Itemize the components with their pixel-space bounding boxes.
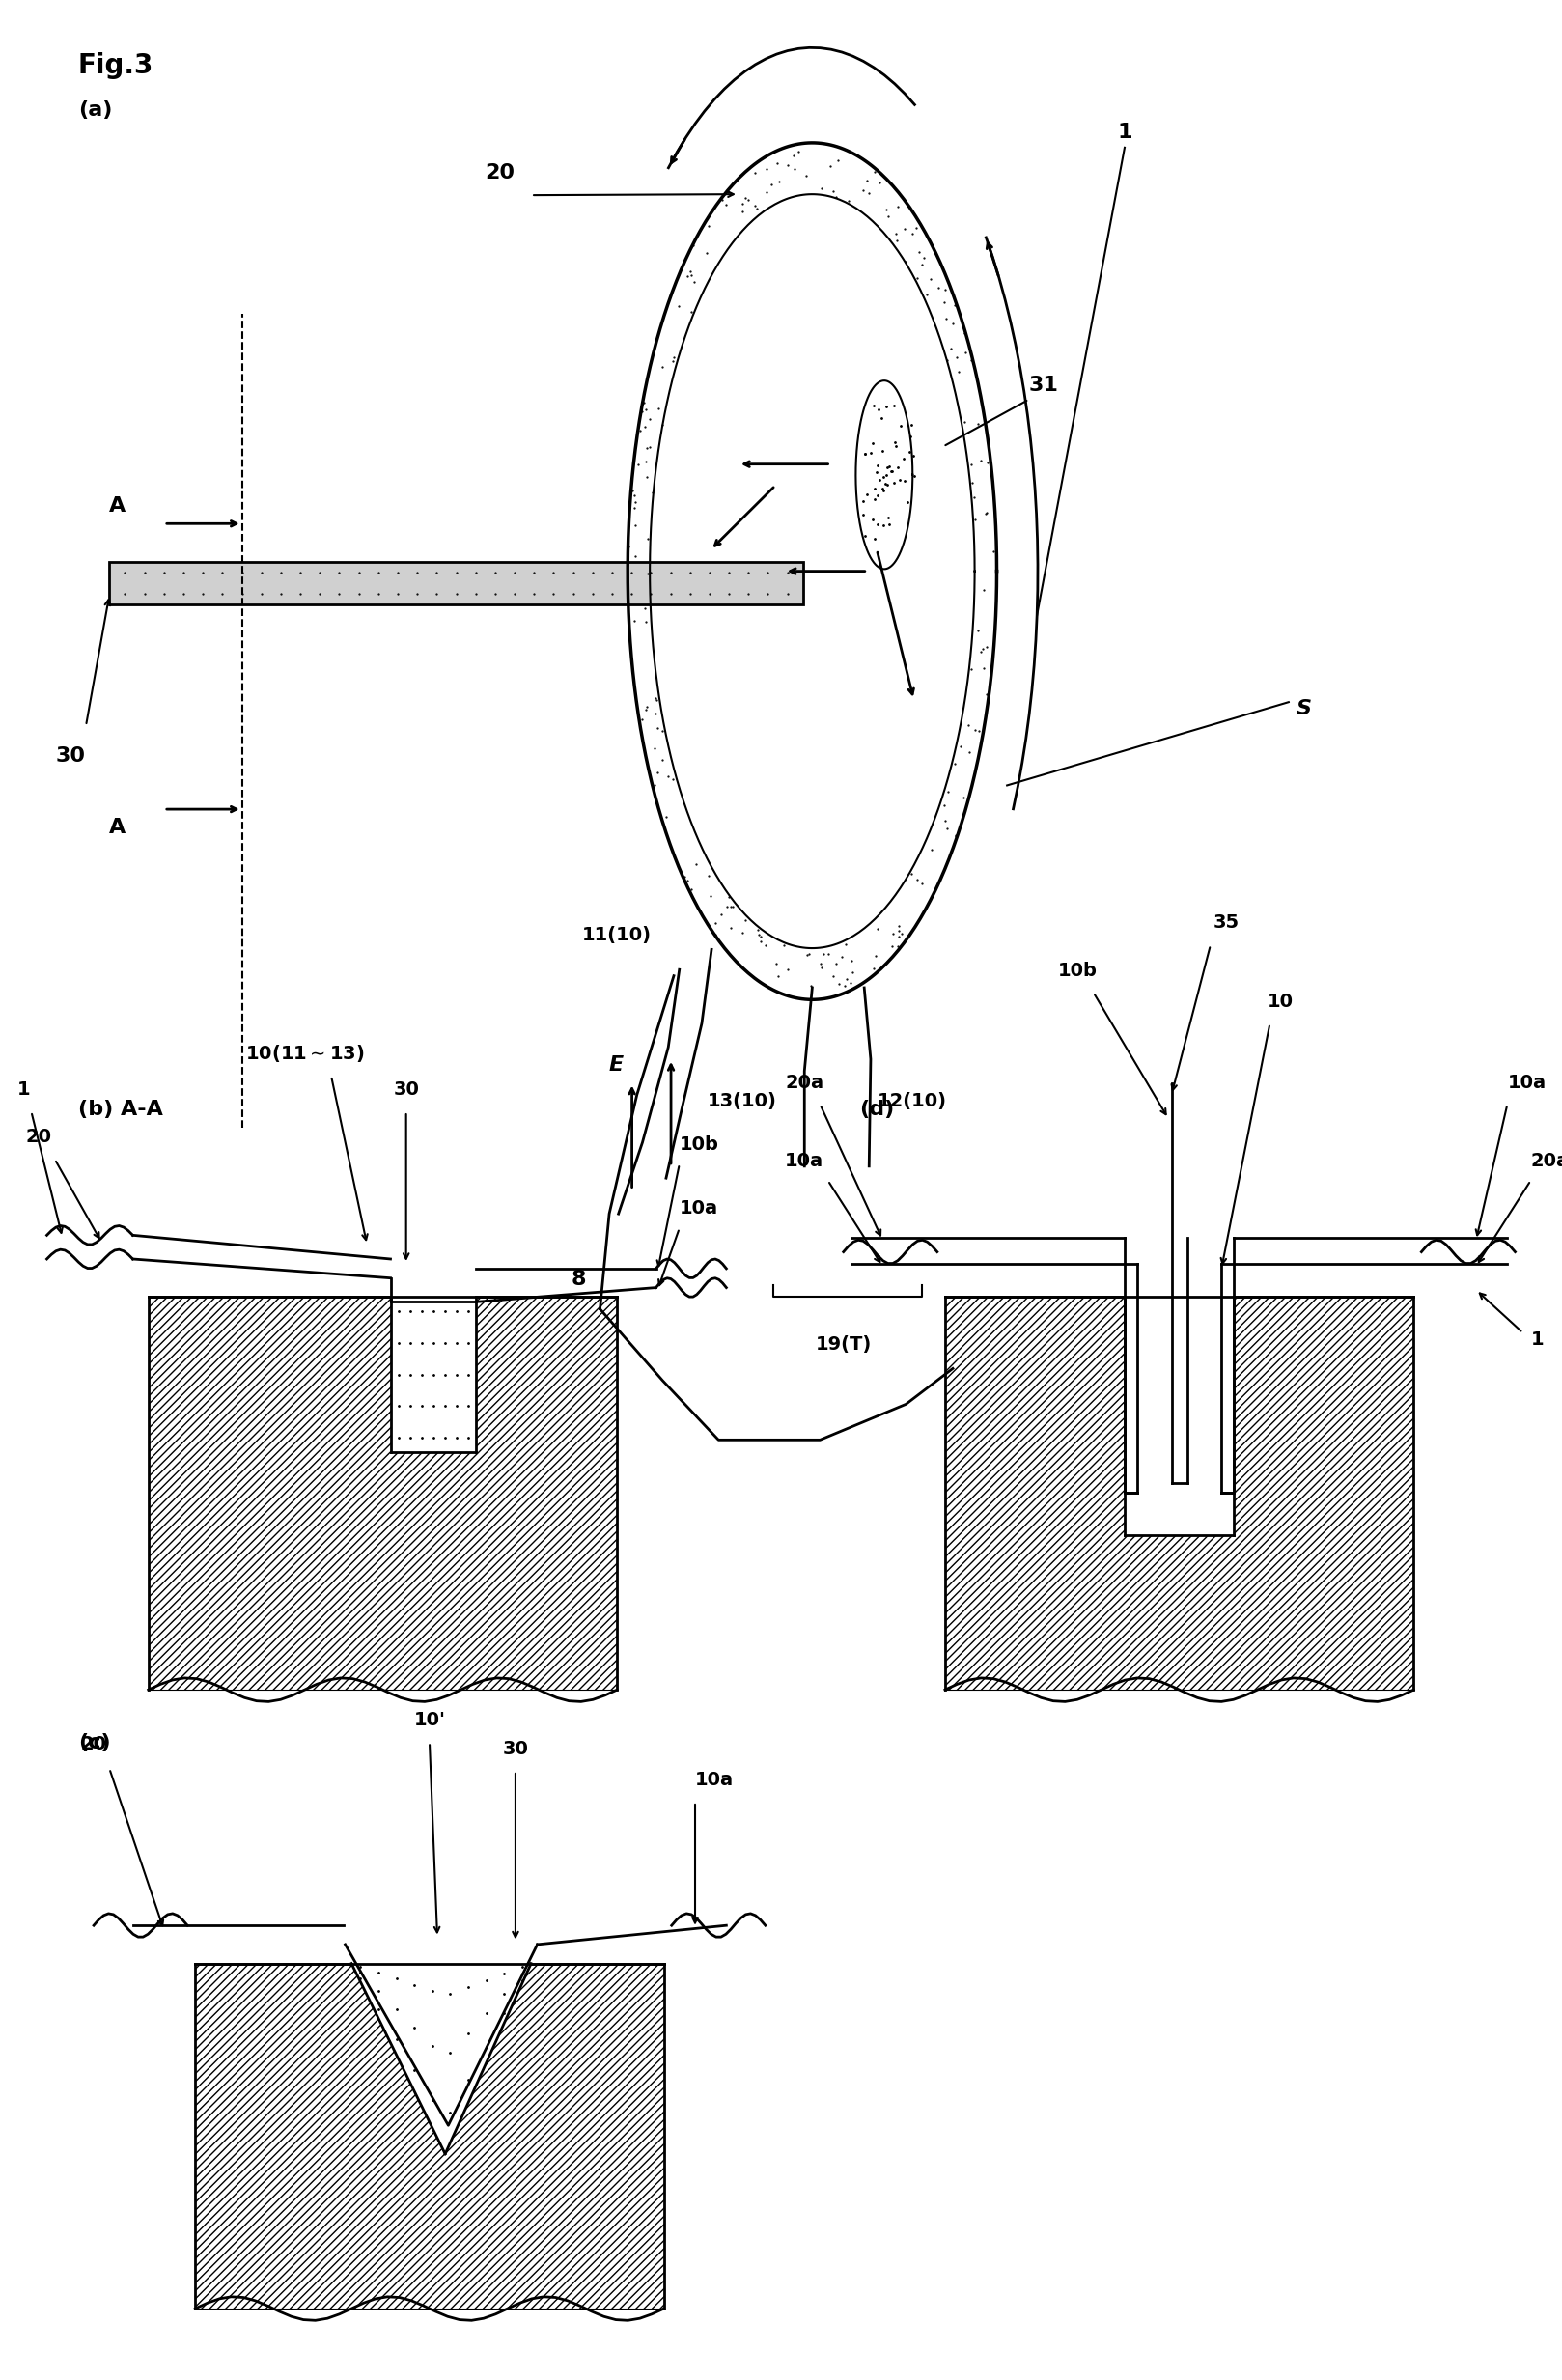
Text: 20a: 20a [1531, 1152, 1562, 1171]
Text: 19(T): 19(T) [815, 1335, 872, 1354]
Text: 10: 10 [1268, 992, 1293, 1012]
Bar [195, 1964, 664, 2309]
Text: 10a: 10a [1507, 1073, 1546, 1092]
Text: 20: 20 [81, 1735, 106, 1754]
Text: 35: 35 [1214, 914, 1239, 933]
Text: 10': 10' [414, 1711, 445, 1730]
Bar [195, 1964, 664, 2309]
Text: (c): (c) [78, 1733, 111, 1752]
Bar [148, 1297, 617, 1690]
Text: 1: 1 [17, 1081, 30, 1100]
Text: 20a: 20a [786, 1073, 823, 1092]
Text: (b) A-A: (b) A-A [78, 1100, 162, 1119]
Text: 30: 30 [503, 1740, 528, 1759]
Text: 20: 20 [484, 164, 515, 183]
Text: 30: 30 [55, 747, 86, 766]
Text: 11(10): 11(10) [583, 926, 651, 945]
Text: 13(10): 13(10) [708, 1092, 776, 1111]
Bar [1125, 1297, 1234, 1535]
Text: (d): (d) [859, 1100, 893, 1119]
Text: 1: 1 [1117, 124, 1132, 143]
Text: 10b: 10b [679, 1135, 719, 1154]
Text: 8: 8 [572, 1271, 586, 1290]
Text: A: A [109, 497, 127, 516]
Bar [945, 1297, 1414, 1690]
Text: 1: 1 [1531, 1330, 1543, 1349]
Text: A: A [109, 819, 127, 838]
Bar [148, 1297, 617, 1690]
Text: 20: 20 [27, 1128, 52, 1147]
Text: E: E [609, 1057, 623, 1076]
Text: (a): (a) [78, 100, 112, 119]
Text: 12(10): 12(10) [878, 1092, 947, 1111]
Text: 10a: 10a [679, 1200, 719, 1219]
Text: 10a: 10a [695, 1771, 734, 1790]
Text: 10(11$\sim$13): 10(11$\sim$13) [245, 1042, 364, 1064]
Text: 10a: 10a [786, 1152, 823, 1171]
Bar [945, 1297, 1414, 1690]
Polygon shape [351, 1964, 531, 2154]
Bar [109, 562, 803, 605]
Bar [390, 1297, 476, 1452]
Text: 10b: 10b [1057, 962, 1098, 981]
Text: 30: 30 [394, 1081, 419, 1100]
Text: Fig.3: Fig.3 [78, 52, 153, 79]
Text: 31: 31 [1029, 376, 1059, 395]
Text: S: S [1296, 700, 1312, 719]
